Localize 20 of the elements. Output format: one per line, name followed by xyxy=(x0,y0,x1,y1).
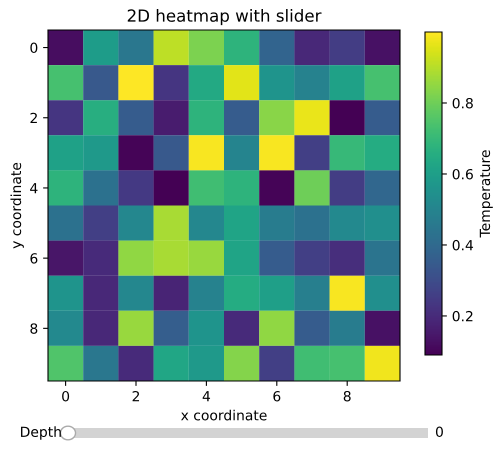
x-tick-label: 8 xyxy=(344,390,351,402)
x-tick-label: 4 xyxy=(202,391,210,402)
y-axis-title: y coordinate xyxy=(10,162,24,248)
color-bar-title: Temperature xyxy=(480,150,493,238)
color-bar-label: 0.8 xyxy=(452,98,473,108)
text: Depth xyxy=(21,426,61,440)
color-bar-label: 0.2 xyxy=(452,310,472,322)
x-tick-label: 2 xyxy=(132,390,140,402)
y-tick-label: 2 xyxy=(30,112,37,124)
y-tick-label: 0 xyxy=(30,42,38,54)
y-tick-label: 8 xyxy=(30,323,38,334)
color-bar-label: 0.4 xyxy=(452,240,474,250)
text: 0 xyxy=(436,426,443,438)
x-tick-label: 0 xyxy=(62,390,70,402)
color-bar-label: 0.6 xyxy=(452,168,473,180)
y-tick-label: 4 xyxy=(30,183,38,194)
x-tick-label: 6 xyxy=(273,390,280,402)
chart-title: 2D heatmap with slider xyxy=(128,9,322,26)
x-axis-title: x coordinate xyxy=(181,410,267,420)
y-tick-label: 6 xyxy=(30,253,38,264)
